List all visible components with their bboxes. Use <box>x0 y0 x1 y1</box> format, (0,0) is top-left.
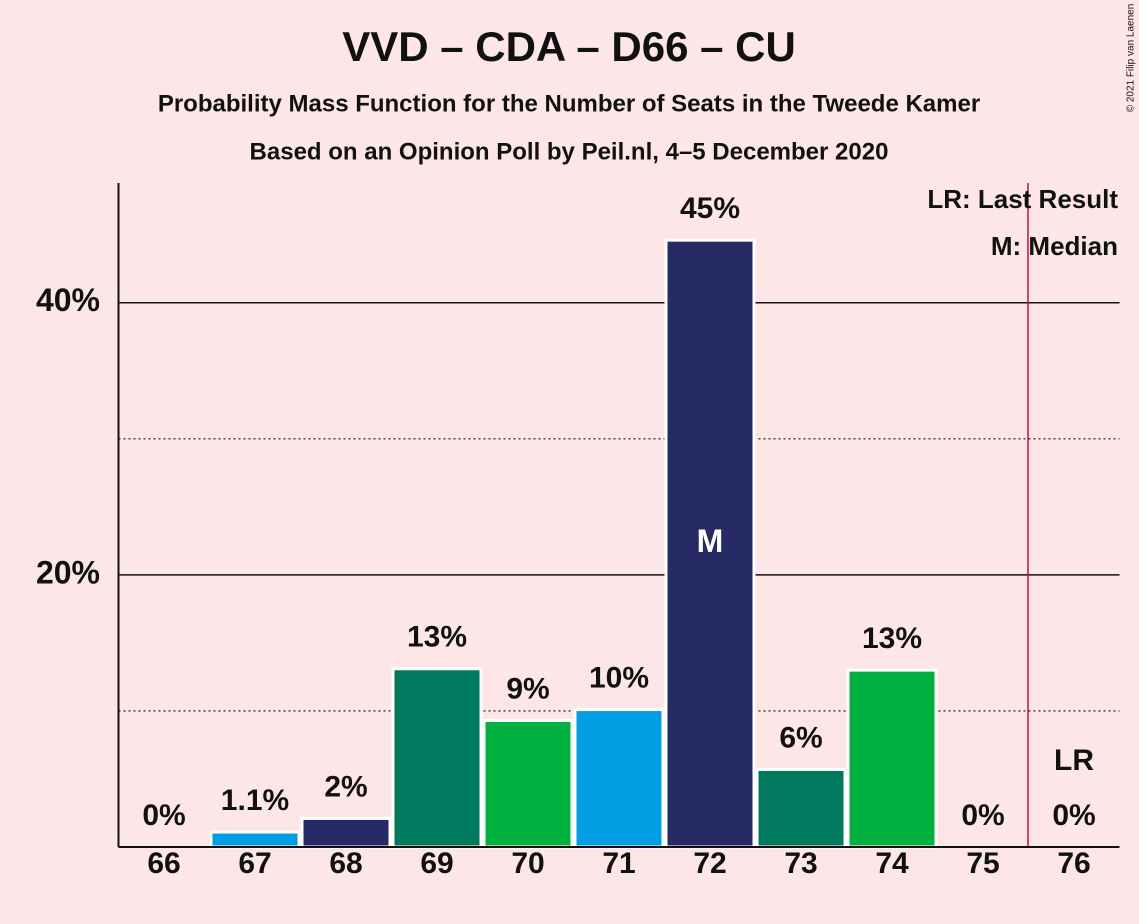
value-label: 6% <box>779 721 822 754</box>
x-tick-label: 68 <box>329 847 362 880</box>
legend-entry: M: Median <box>991 231 1118 261</box>
x-tick-label: 70 <box>511 847 544 880</box>
bar <box>482 718 574 849</box>
bar <box>846 668 938 849</box>
x-tick-label: 72 <box>693 847 726 880</box>
y-tick-label: 20% <box>36 554 100 590</box>
x-tick-label: 67 <box>238 847 271 880</box>
bar <box>209 830 301 849</box>
x-tick-label: 75 <box>966 847 999 880</box>
value-label: 45% <box>680 192 740 225</box>
last-result-marker: LR <box>1054 744 1094 777</box>
copyright: © 2021 Filip van Laenen <box>1126 4 1137 113</box>
x-tick-label: 74 <box>875 847 909 880</box>
value-label: 0% <box>1052 799 1095 832</box>
chart-title: VVD – CDA – D66 – CU <box>342 23 796 70</box>
value-label: 13% <box>862 622 922 655</box>
x-tick-label: 66 <box>147 847 180 880</box>
value-label: 10% <box>589 661 649 694</box>
value-label: 1.1% <box>221 784 289 817</box>
x-tick-label: 71 <box>602 847 635 880</box>
legend-entry: LR: Last Result <box>927 184 1118 214</box>
bar <box>300 816 392 849</box>
chart-subtitle: Probability Mass Function for the Number… <box>158 90 980 117</box>
bar <box>664 238 756 849</box>
x-tick-label: 73 <box>784 847 817 880</box>
bar <box>391 667 483 849</box>
value-label: 0% <box>142 799 185 832</box>
x-tick-label: 69 <box>420 847 453 880</box>
bar <box>573 708 665 849</box>
median-marker: M <box>697 523 724 559</box>
x-tick-label: 76 <box>1057 847 1090 880</box>
value-label: 13% <box>407 621 467 654</box>
y-tick-label: 40% <box>36 282 100 318</box>
bar <box>755 767 847 849</box>
value-label: 9% <box>506 672 549 705</box>
chart-subtitle: Based on an Opinion Poll by Peil.nl, 4–5… <box>250 138 889 165</box>
value-label: 0% <box>961 799 1004 832</box>
value-label: 2% <box>324 770 367 803</box>
